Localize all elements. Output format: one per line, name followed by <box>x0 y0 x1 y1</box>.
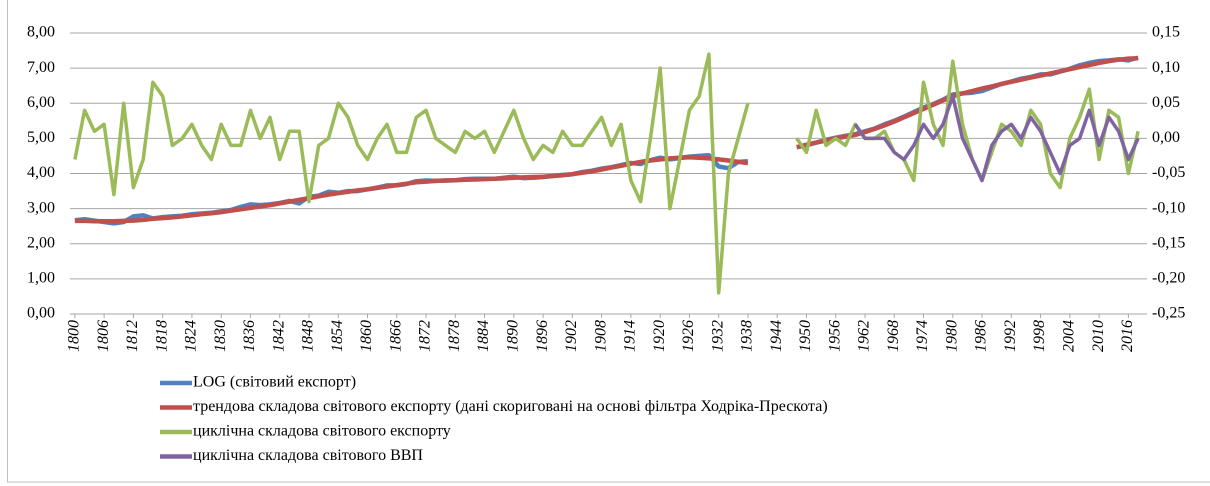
x-tick-label: 1956 <box>826 320 843 352</box>
legend-label: LOG (світовий експорт) <box>193 374 356 391</box>
series-line <box>795 59 1140 190</box>
x-tick-label: 1968 <box>885 320 902 352</box>
x-tick-label: 1944 <box>768 320 785 352</box>
x-tick-label: 1998 <box>1031 320 1048 352</box>
x-tick-label: 1872 <box>417 320 434 352</box>
x-tick-label: 1890 <box>505 320 522 352</box>
x-tick-label: 1938 <box>739 320 756 352</box>
x-tick-label: 1908 <box>592 320 609 352</box>
y2-tick-label: -0,10 <box>1152 199 1185 216</box>
y2-tick-label: 0,05 <box>1152 94 1180 111</box>
series-line <box>853 94 1140 183</box>
y-tick-label: 4,00 <box>27 164 55 181</box>
y-tick-label: 3,00 <box>27 199 55 216</box>
y-tick-label: 5,00 <box>27 129 55 146</box>
legend: LOG (світовий експорт) трендова складова … <box>160 374 828 464</box>
x-tick-label: 1980 <box>943 320 960 352</box>
x-tick-label: 1860 <box>358 320 375 352</box>
series-line <box>796 55 1139 150</box>
x-tick-label: 1920 <box>651 320 668 352</box>
series-line <box>796 56 1139 150</box>
x-tick-label: 1950 <box>797 320 814 352</box>
x-tick-label: 1926 <box>680 320 697 352</box>
x-tick-label: 1830 <box>212 320 229 352</box>
x-tick-label: 2010 <box>1090 320 1107 352</box>
x-tick-label: 1848 <box>300 320 317 352</box>
x-tick-label: 1986 <box>973 320 990 352</box>
series-line <box>73 52 750 295</box>
legend-label: циклічна складова світового ВВП <box>193 447 423 464</box>
grid <box>70 32 1147 318</box>
y-tick-label: 7,00 <box>27 59 55 76</box>
y-tick-label: 6,00 <box>27 94 55 111</box>
chart-frame <box>7 0 1210 483</box>
x-tick-label: 1914 <box>622 320 639 352</box>
x-tick-label: 1818 <box>153 320 170 352</box>
y2-tick-label: -0,25 <box>1152 305 1185 322</box>
x-tick-label: 1812 <box>124 320 141 352</box>
x-tick-label: 2004 <box>1061 320 1078 352</box>
legend-label: трендова складова світового експорту (да… <box>193 398 828 415</box>
x-tick-label: 2016 <box>1119 320 1136 352</box>
y-tick-label: 8,00 <box>27 24 55 41</box>
x-tick-label: 1806 <box>95 320 112 352</box>
x-tick-label: 1878 <box>446 320 463 352</box>
legend-label: циклічна складова світового експорту <box>193 423 451 440</box>
x-tick-label: 1800 <box>66 320 83 352</box>
x-tick-label: 1836 <box>241 320 258 352</box>
y-tick-label: 0,00 <box>27 305 55 322</box>
y-tick-label: 1,00 <box>27 270 55 287</box>
y2-tick-label: -0,05 <box>1152 164 1185 181</box>
x-tick-label: 1866 <box>387 320 404 352</box>
x-tick-label: 1932 <box>709 320 726 352</box>
x-tick-label: 1854 <box>329 320 346 352</box>
y2-tick-label: 0,15 <box>1152 24 1180 41</box>
y-tick-label: 2,00 <box>27 234 55 251</box>
x-tick-label: 1992 <box>1002 320 1019 352</box>
x-tick-label: 1824 <box>183 320 200 352</box>
x-tick-label: 1884 <box>475 320 492 352</box>
axis-labels: 0,00 1,00 2,00 3,00 4,00 5,00 6,00 7,00 8,00 -0,2… <box>27 24 1185 352</box>
plot-lines <box>73 52 1140 295</box>
x-tick-label: 1842 <box>270 320 287 352</box>
y2-tick-label: 0,00 <box>1152 129 1180 146</box>
x-tick-label: 1974 <box>914 320 931 352</box>
y2-tick-label: -0,15 <box>1152 234 1185 251</box>
y2-tick-label: -0,20 <box>1152 270 1185 287</box>
y2-tick-label: 0,10 <box>1152 59 1180 76</box>
x-tick-label: 1962 <box>856 320 873 352</box>
x-tick-label: 1896 <box>534 320 551 352</box>
series-line <box>74 155 749 224</box>
x-tick-label: 1902 <box>563 320 580 352</box>
